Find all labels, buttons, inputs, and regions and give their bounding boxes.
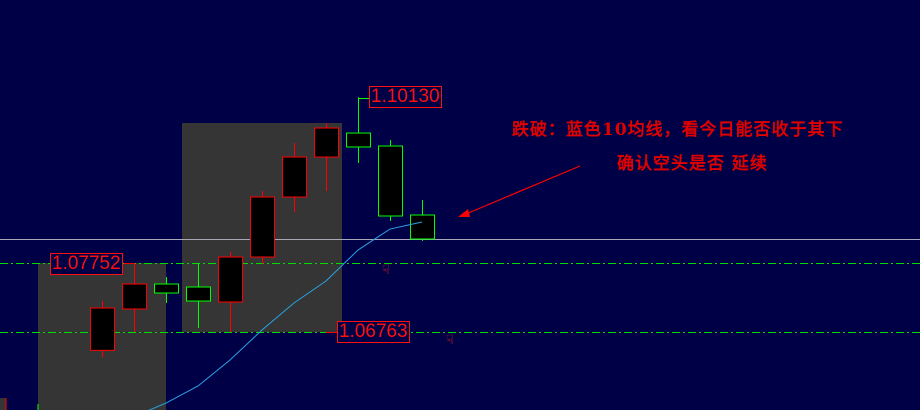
annotation-line-2: 确认空头是否 延续 <box>617 154 768 174</box>
shaded-zone-partial <box>0 398 6 410</box>
candle-body <box>122 283 147 310</box>
level-label-1.07752: 1.07752 <box>50 253 123 275</box>
candle-body <box>154 283 179 294</box>
candle-body <box>218 256 243 303</box>
thumb-down-icon: ☟ <box>446 333 454 348</box>
candle-body <box>410 214 435 240</box>
arrow-icon <box>465 165 581 215</box>
candle-body <box>346 132 371 148</box>
annotation-line-1: 跌破：蓝色10均线，看今日能否收于其下 <box>512 120 844 140</box>
level-label-1.06763: 1.06763 <box>337 321 410 343</box>
candle-body <box>282 156 307 198</box>
ma10-line <box>148 221 423 410</box>
candle-body <box>250 196 275 258</box>
candle-body <box>186 286 211 302</box>
high-label: 1.10130 <box>369 86 442 108</box>
candle-body <box>90 307 115 351</box>
high-connector <box>358 98 369 106</box>
thumb-down-icon: ☟ <box>382 263 390 278</box>
candle-body <box>314 127 339 158</box>
candle-body <box>378 145 403 217</box>
arrow-head-icon <box>458 209 470 217</box>
